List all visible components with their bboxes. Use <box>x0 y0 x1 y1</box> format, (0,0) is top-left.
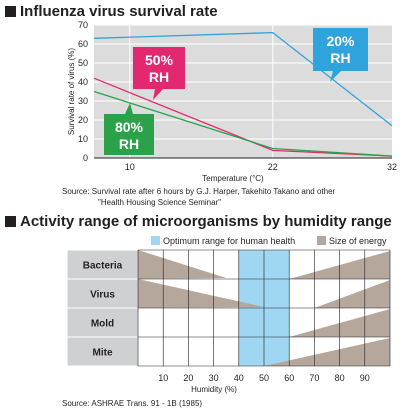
x-tick-label: 30 <box>209 373 219 383</box>
chart-title-2: Activity range of microorganisms by humi… <box>5 213 392 230</box>
chart-title-text: Activity range of microorganisms by humi… <box>20 213 392 230</box>
y-tick-label: 10 <box>78 134 88 144</box>
source-line: Source: ASHRAE Trans. 91 - 1B (1985) <box>62 399 203 408</box>
energy-wedge-right <box>264 338 390 366</box>
series-label-box <box>133 47 185 89</box>
title-square-icon <box>5 6 16 17</box>
series-label-pointer <box>153 89 163 100</box>
series-label-text: RH <box>330 50 350 66</box>
y-axis-label: Survival rate of virus (%) <box>67 48 76 135</box>
category-cell <box>66 249 139 280</box>
series-label-box <box>313 28 368 71</box>
y-tick-label: 30 <box>78 96 88 106</box>
category-cell <box>66 307 139 338</box>
legend-label: Optimum range for human health <box>163 236 295 246</box>
source-line: Source: Survival rate after 6 hours by G… <box>62 187 336 196</box>
x-axis-label: Temperature (°C) <box>202 174 264 183</box>
series-label-text: 50% <box>145 52 174 68</box>
x-tick-label: 20 <box>183 373 193 383</box>
y-tick-label: 70 <box>78 20 88 30</box>
energy-wedge-left <box>138 279 264 308</box>
legend-swatch <box>317 236 326 245</box>
x-axis-label: Humidity (%) <box>191 385 237 394</box>
x-tick-label: 40 <box>234 373 244 383</box>
energy-wedge-left <box>138 250 227 279</box>
series-label-box <box>104 114 154 155</box>
series-label-text: 80% <box>115 119 144 135</box>
category-label: Bacteria <box>83 261 123 272</box>
x-tick-label: 60 <box>284 373 294 383</box>
series-label-pointer <box>125 103 133 114</box>
y-tick-label: 60 <box>78 39 88 49</box>
series-label: 50%RH <box>133 47 185 100</box>
series-label-text: RH <box>149 69 169 85</box>
chart-title-text: Influenza virus survival rate <box>20 3 218 20</box>
source-note-1: Source: Survival rate after 6 hours by G… <box>62 186 335 208</box>
energy-wedge-right <box>314 280 390 308</box>
x-tick-label: 22 <box>268 162 278 172</box>
series-label-pointer <box>330 71 341 82</box>
legend-swatch <box>151 236 160 245</box>
x-tick-label: 32 <box>387 162 397 172</box>
chart-title-1: Influenza virus survival rate <box>5 3 218 20</box>
title-square-icon <box>5 216 16 227</box>
y-tick-label: 50 <box>78 58 88 68</box>
series-line <box>93 31 393 127</box>
series-line <box>93 90 393 157</box>
series-label: 20%RH <box>313 28 368 82</box>
x-tick-label: 80 <box>335 373 345 383</box>
y-tick-label: 20 <box>78 115 88 125</box>
source-line: "Health Housing Science Seminar" <box>98 198 222 207</box>
y-tick-label: 40 <box>78 77 88 87</box>
x-tick-label: 90 <box>360 373 370 383</box>
series-label-text: RH <box>119 136 139 152</box>
category-label: Mite <box>93 348 113 359</box>
category-label: Virus <box>90 290 115 301</box>
x-tick-label: 10 <box>125 162 135 172</box>
x-tick-label: 50 <box>259 373 269 383</box>
source-note-2: Source: ASHRAE Trans. 91 - 1B (1985) <box>62 398 202 409</box>
y-tick-label: 0 <box>83 153 88 163</box>
series-label: 80%RH <box>104 103 154 155</box>
category-label: Mold <box>91 319 114 330</box>
x-tick-label: 70 <box>309 373 319 383</box>
x-tick-label: 10 <box>158 373 168 383</box>
legend-label: Size of energy <box>329 236 387 246</box>
series-label-text: 20% <box>326 33 355 49</box>
